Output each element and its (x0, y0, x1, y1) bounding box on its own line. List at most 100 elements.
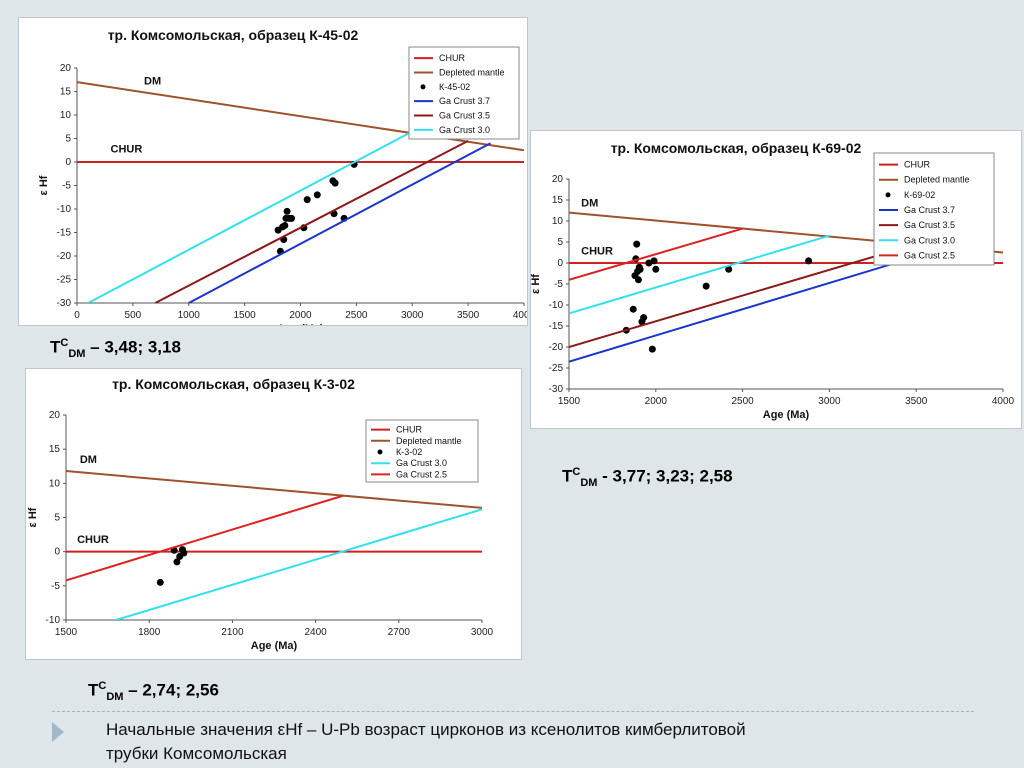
y-tick-label: 5 (557, 237, 563, 248)
plot-area (77, 81, 524, 303)
x-axis-label: Age (Ma) (763, 409, 810, 421)
caption-line-2: трубки Комсомольская (106, 744, 287, 763)
y-tick-label: -15 (549, 321, 564, 332)
data-point (702, 282, 710, 290)
legend-label: Ga Crust 3.0 (904, 235, 955, 245)
annotation-dm: DM (80, 454, 97, 466)
data-point (640, 314, 648, 322)
data-point (652, 265, 660, 273)
y-tick-label: 10 (49, 478, 61, 489)
y-tick-label: 5 (54, 513, 60, 524)
y-tick-label: 10 (60, 110, 72, 121)
series-line-depleted-mantle (66, 470, 482, 509)
data-point (281, 221, 289, 229)
chart-panel-k45: тр. Комсомольская, образец К-45-02 20 15 10… (18, 17, 528, 326)
annotation-dm: DM (144, 75, 161, 87)
data-point (805, 257, 813, 265)
chart-k69: тр. Комсомольская, образец К-69-02 20 15 10… (531, 140, 1015, 421)
data-point (156, 578, 164, 586)
legend-label: Ga Crust 2.5 (904, 250, 955, 260)
legend-label: CHUR (396, 425, 422, 435)
legend-label: Ga Crust 3.0 (439, 125, 490, 135)
data-point (303, 196, 311, 204)
legend-label: Ga Crust 3.7 (904, 205, 955, 215)
tdm-k45: TCDM – 3,48; 3,18 (50, 337, 181, 361)
series-line-ga-crust-3-7 (188, 142, 491, 303)
data-point (629, 305, 637, 313)
x-tick-label: 4000 (992, 396, 1015, 407)
legend-label: Depleted mantle (904, 175, 970, 185)
y-axis-label: ε Hf (531, 274, 542, 294)
tdm-k3: TCDM – 2,74; 2,56 (88, 680, 219, 704)
x-tick-label: 3500 (457, 310, 480, 321)
caption: Начальные значения εHf – U-Pb возраст ци… (106, 718, 746, 766)
data-point (283, 207, 291, 215)
y-tick-label: -10 (549, 300, 564, 311)
y-tick-label: 0 (557, 258, 563, 269)
y-tick-label: -30 (57, 298, 72, 309)
y-tick-label: 20 (49, 410, 61, 421)
y-tick-label: 20 (552, 174, 564, 185)
y-tick-label: -10 (46, 615, 61, 626)
data-point (650, 257, 658, 265)
y-tick-label: 15 (552, 195, 564, 206)
series-line-ga-crust-2-5 (569, 227, 743, 281)
chart-panel-k69: тр. Комсомольская, образец К-69-02 20 15 10… (530, 130, 1022, 429)
tdm-k69: TCDM - 3,77; 3,23; 2,58 (562, 466, 733, 490)
data-point (173, 558, 181, 566)
series-line-ga-crust-3-0 (115, 508, 482, 620)
x-tick-label: 1500 (558, 396, 581, 407)
x-tick-label: 2500 (345, 310, 368, 321)
data-point (634, 276, 642, 284)
y-tick-label: 0 (54, 547, 60, 558)
x-axis-label: Age (Ma) (277, 323, 324, 325)
y-tick-label: -5 (554, 279, 563, 290)
x-tick-label: 3000 (401, 310, 424, 321)
annotation-chur: CHUR (111, 144, 143, 156)
data-point (725, 265, 733, 273)
data-point (313, 191, 321, 199)
x-tick-label: 3000 (818, 396, 841, 407)
legend-label: Depleted mantle (396, 436, 462, 446)
y-tick-label: -15 (57, 228, 72, 239)
y-tick-label: 15 (60, 87, 72, 98)
legend-label: Ga Crust 3.5 (439, 111, 490, 121)
y-axis-label: ε Hf (27, 507, 39, 527)
x-tick-label: 500 (125, 310, 142, 321)
x-tick-label: 2400 (304, 627, 327, 638)
legend-label: Ga Crust 3.5 (904, 220, 955, 230)
y-tick-label: -5 (62, 181, 71, 192)
y-tick-label: 15 (49, 444, 61, 455)
x-tick-label: 3500 (905, 396, 928, 407)
y-tick-label: -20 (57, 251, 72, 262)
legend-marker (377, 449, 383, 455)
chart-title: тр. Комсомольская, образец К-3-02 (112, 376, 355, 392)
legend-label: Ga Crust 2.5 (396, 469, 447, 479)
chart-k3: тр. Комсомольская, образец К-3-02 20 15 10 5… (27, 376, 494, 652)
bullet-arrow-icon (52, 722, 64, 742)
chart-title: тр. Комсомольская, образец К-45-02 (108, 27, 359, 43)
chart-panel-k3: тр. Комсомольская, образец К-3-02 20 15 10 5… (25, 368, 522, 660)
chart-title: тр. Комсомольская, образец К-69-02 (611, 140, 862, 156)
series-line-ga-crust-3-5 (154, 139, 469, 303)
series-line-ga-crust-3-0 (87, 130, 413, 303)
legend-box (408, 46, 520, 140)
x-tick-label: 1800 (138, 627, 161, 638)
annotation-chur: CHUR (581, 246, 613, 258)
y-tick-label: -25 (57, 275, 72, 286)
data-point (648, 345, 656, 353)
x-tick-label: 4000 (513, 310, 527, 321)
legend-label: К-69-02 (904, 190, 935, 200)
divider (52, 711, 974, 712)
y-tick-label: 0 (65, 157, 71, 168)
annotation-chur: CHUR (77, 534, 109, 546)
x-tick-label: 0 (74, 310, 80, 321)
series-line-ga-crust-3-5 (569, 243, 917, 348)
series-line-ga-crust-2-5 (66, 494, 344, 582)
plot-area (66, 470, 482, 620)
data-point (633, 240, 641, 248)
y-tick-label: 20 (60, 63, 72, 74)
x-tick-label: 1000 (178, 310, 201, 321)
y-tick-label: -10 (57, 204, 72, 215)
x-tick-label: 2000 (289, 310, 312, 321)
